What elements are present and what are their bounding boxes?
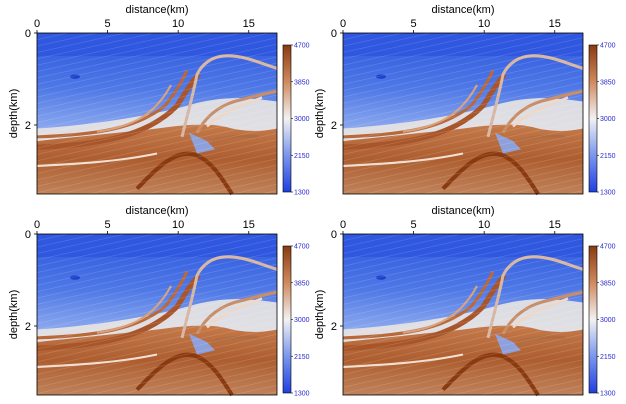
colorbar-tick-label: 2150 [600, 153, 616, 160]
velocity-image [343, 234, 583, 395]
colorbar-tick-label: 3850 [600, 280, 616, 287]
y-axis-label: depth(km) [8, 290, 20, 340]
chart-panel: distance(km) 0 5 10 15 0 2 depth(km) 1300 2150 300… [8, 4, 310, 197]
x-tick-label: 0 [34, 219, 40, 231]
colorbar-tick-label: 2150 [600, 354, 616, 361]
chart-panel: distance(km) 0 5 10 15 0 2 depth(km) 1300 2150 300… [314, 4, 616, 197]
x-axis-label: distance(km) [126, 205, 189, 217]
velocity-image [37, 234, 277, 395]
y-tick-label: 2 [25, 120, 31, 132]
colorbar-tick-label: 4700 [294, 244, 310, 251]
chart-panel: distance(km) 0 5 10 15 0 2 depth(km) 1300 2150 300… [314, 205, 616, 398]
colorbar-tick-label: 3000 [600, 116, 616, 123]
colorbar-tick-label: 4700 [294, 43, 310, 50]
y-tick-label: 0 [25, 28, 31, 40]
colorbar-tick-label: 3000 [600, 317, 616, 324]
y-axis-label: depth(km) [314, 290, 326, 340]
y-tick-label: 0 [331, 28, 337, 40]
x-tick-label: 15 [549, 219, 561, 231]
colorbar [588, 44, 598, 193]
y-tick-label: 2 [331, 321, 337, 333]
plot-frame [36, 32, 278, 195]
colorbar [282, 245, 292, 394]
x-tick-label: 5 [105, 219, 111, 231]
y-axis-label: depth(km) [8, 89, 20, 139]
x-axis-label: distance(km) [126, 4, 189, 16]
colorbar-tick-label: 4700 [600, 43, 616, 50]
colorbar [282, 44, 292, 193]
colorbar-tick-label: 3850 [294, 79, 310, 86]
x-tick-label: 10 [478, 219, 490, 231]
x-tick-label: 5 [105, 18, 111, 30]
colorbar [588, 245, 598, 394]
x-tick-label: 5 [411, 219, 417, 231]
colorbar-tick-label: 1300 [600, 391, 616, 398]
colorbar-tick-label: 3000 [294, 317, 310, 324]
x-tick-label: 0 [34, 18, 40, 30]
x-axis-label: distance(km) [432, 205, 495, 217]
x-tick-label: 15 [243, 219, 255, 231]
colorbar-tick-label: 3850 [600, 79, 616, 86]
x-tick-label: 5 [411, 18, 417, 30]
plot-frame [342, 32, 584, 195]
velocity-image [343, 33, 583, 194]
y-tick-label: 2 [331, 120, 337, 132]
plot-frame [342, 233, 584, 396]
x-tick-label: 0 [340, 18, 346, 30]
x-tick-label: 10 [172, 219, 184, 231]
colorbar-tick-label: 3000 [294, 116, 310, 123]
x-tick-label: 10 [478, 18, 490, 30]
x-tick-label: 0 [340, 219, 346, 231]
colorbar-tick-label: 1300 [294, 190, 310, 197]
colorbar-tick-label: 1300 [294, 391, 310, 398]
y-axis-label: depth(km) [314, 89, 326, 139]
chart-panel: distance(km) 0 5 10 15 0 2 depth(km) 1300 2150 300… [8, 205, 310, 398]
y-tick-label: 0 [25, 229, 31, 241]
x-tick-label: 15 [549, 18, 561, 30]
colorbar-tick-label: 3850 [294, 280, 310, 287]
colorbar-tick-label: 4700 [600, 244, 616, 251]
x-tick-label: 15 [243, 18, 255, 30]
colorbar-tick-label: 1300 [600, 190, 616, 197]
colorbar-tick-label: 2150 [294, 153, 310, 160]
x-tick-label: 10 [172, 18, 184, 30]
velocity-image [37, 33, 277, 194]
colorbar-tick-label: 2150 [294, 354, 310, 361]
y-tick-label: 2 [25, 321, 31, 333]
plot-frame [36, 233, 278, 396]
x-axis-label: distance(km) [432, 4, 495, 16]
y-tick-label: 0 [331, 229, 337, 241]
